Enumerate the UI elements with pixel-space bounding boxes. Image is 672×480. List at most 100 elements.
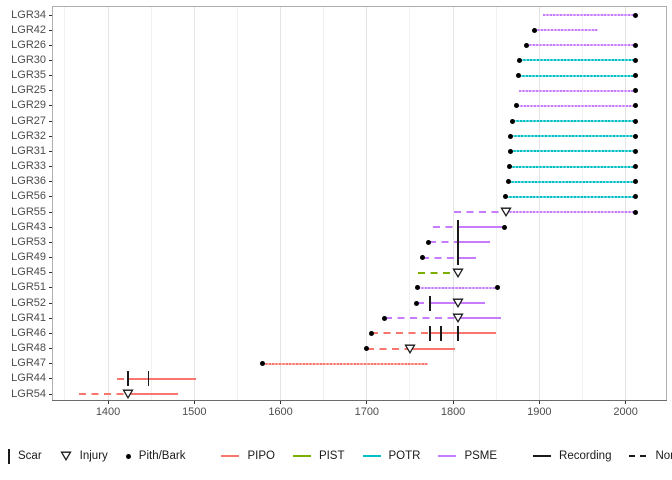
y-tick-mark: [48, 317, 52, 319]
y-tick-mark: [48, 211, 52, 213]
bark-dot: [632, 12, 638, 18]
series-segment-fine: [417, 286, 498, 289]
gridline-major: [107, 6, 109, 401]
x-tick-label-1500: 1500: [182, 406, 207, 418]
y-tick-mark: [48, 135, 52, 137]
injury-triangle-icon: [60, 451, 72, 461]
y-tick-mark: [48, 348, 52, 350]
scar-mark: [457, 325, 460, 341]
y-tick-label-lgr49: LGR49: [11, 251, 46, 264]
legend-label-potr: POTR: [388, 450, 421, 462]
legend-item-pipo: PIPO: [221, 450, 275, 462]
y-tick-label-lgr25: LGR25: [11, 84, 46, 97]
x-tick-label-1800: 1800: [440, 406, 466, 418]
y-tick-mark: [48, 44, 52, 46]
y-tick-mark: [48, 363, 52, 365]
series-segment-fine: [542, 14, 636, 16]
x-tick-label-1900: 1900: [527, 406, 552, 418]
bark-dot: [502, 224, 508, 230]
x-tick-mark: [452, 401, 454, 404]
series-segment-dash: [417, 271, 459, 274]
pith-dot: [506, 164, 512, 170]
y-tick-label-lgr53: LGR53: [11, 235, 46, 248]
series-segment-dash: [384, 317, 459, 320]
gridline-major: [538, 6, 540, 401]
gridline-major: [366, 6, 368, 401]
injury-triangle-icon: [404, 344, 416, 354]
series-segment-dash: [428, 241, 459, 244]
species-color-line-icon: [221, 455, 240, 457]
species-color-line-icon: [292, 455, 311, 457]
y-tick-label-lgr33: LGR33: [11, 160, 46, 173]
gridline-minor: [150, 6, 152, 401]
series-segment-solid: [458, 241, 491, 244]
scar-mark: [457, 219, 460, 235]
scar-mark: [147, 371, 150, 387]
pith-dot: [415, 285, 421, 291]
y-tick-mark: [48, 272, 52, 274]
scar-mark: [457, 234, 460, 250]
legend-label-scar: Scar: [18, 450, 42, 462]
legend-item-psme: PSME: [438, 450, 497, 462]
y-tick-label-lgr29: LGR29: [11, 99, 46, 112]
bark-dot: [632, 164, 638, 170]
legend-label-pist: PIST: [318, 450, 345, 462]
bark-dot: [632, 103, 638, 109]
y-tick-label-lgr42: LGR42: [11, 23, 46, 36]
series-segment-dash: [416, 302, 430, 305]
bark-dot: [632, 133, 638, 139]
y-tick-mark: [48, 257, 52, 259]
y-tick-label-lgr27: LGR27: [11, 114, 46, 127]
y-tick-mark: [48, 302, 52, 304]
y-tick-label-lgr35: LGR35: [11, 69, 46, 82]
bark-dot: [632, 57, 638, 63]
pith-dot: [364, 346, 370, 352]
series-segment-solid: [429, 332, 497, 335]
legend-item-potr: POTR: [362, 450, 421, 462]
y-tick-label-lgr31: LGR31: [11, 144, 46, 157]
injury-triangle-icon: [452, 298, 464, 309]
x-tick-mark: [625, 401, 627, 404]
series-segment-fine: [526, 44, 636, 47]
x-tick-mark: [280, 401, 282, 404]
gridline-minor: [495, 6, 497, 401]
gridline-major: [452, 6, 454, 401]
y-tick-label-lgr36: LGR36: [11, 175, 46, 188]
scar-mark: [457, 250, 460, 266]
legend-item-recording: Recording: [533, 450, 611, 462]
injury-triangle-icon: [452, 268, 464, 278]
pith-dot: [426, 239, 432, 245]
y-tick-label-lgr34: LGR34: [11, 8, 46, 21]
y-tick-mark: [48, 226, 52, 228]
pith-dot: [531, 27, 537, 33]
injury-triangle-icon: [500, 207, 512, 218]
series-segment-fine: [519, 59, 636, 62]
y-tick-mark: [48, 105, 52, 107]
bark-dot: [632, 42, 638, 48]
x-tick-mark: [193, 401, 195, 404]
scar-mark: [428, 325, 431, 341]
legend: Scar Injury Pith/Bark PIPO PIST POTR PSME Recor…: [0, 444, 672, 468]
x-tick-mark: [107, 401, 109, 404]
y-tick-mark: [48, 166, 52, 168]
y-tick-mark: [48, 90, 52, 92]
series-segment-fine: [512, 120, 636, 123]
y-tick-mark: [48, 332, 52, 334]
y-tick-label-lgr32: LGR32: [11, 129, 46, 142]
series-segment-solid: [409, 347, 455, 350]
y-tick-mark: [48, 241, 52, 243]
series-segment-fine: [518, 74, 636, 77]
x-tick-label-1700: 1700: [354, 406, 380, 418]
injury-triangle-icon: [452, 313, 464, 324]
gridline-major: [280, 6, 282, 401]
pith-dot: [368, 330, 374, 336]
scar-mark: [440, 325, 442, 341]
bark-dot: [632, 118, 638, 124]
y-tick-label-lgr46: LGR46: [11, 326, 46, 339]
series-segment-fine: [510, 150, 636, 153]
gridline-minor: [236, 6, 238, 401]
x-tick-mark: [538, 401, 540, 404]
series-segment-fine: [505, 211, 636, 214]
bark-dot: [632, 194, 638, 200]
